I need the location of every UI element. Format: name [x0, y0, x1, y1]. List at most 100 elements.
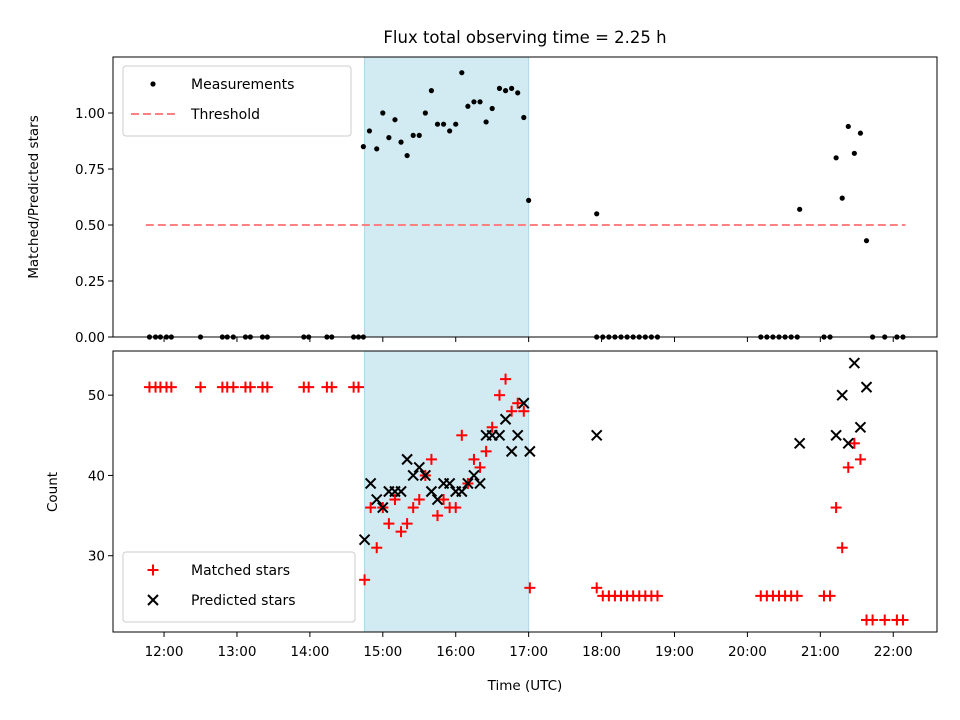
matched-star-point	[854, 453, 866, 465]
matched-star-point	[524, 582, 536, 594]
top-axes-frame	[112, 56, 938, 338]
x-b	[419, 469, 432, 482]
bottom-panel: 30 40 50 12:00 13:00 14:00 15:00 16:00 17:00 18:0…	[88, 350, 938, 660]
matched-star-point	[518, 405, 530, 417]
top-y-tick-label: 0.50	[75, 218, 105, 234]
measurement-point	[845, 123, 851, 130]
measurement-point	[489, 105, 495, 112]
x-b	[395, 485, 407, 498]
x-b	[836, 389, 848, 401]
matched-star-point	[651, 590, 663, 602]
matched-star-point	[456, 429, 468, 441]
predicted-star-point	[830, 429, 842, 442]
matched-star-point	[879, 614, 891, 626]
x-b	[848, 357, 861, 369]
predicted-star-point	[499, 413, 512, 425]
x-b	[364, 477, 377, 490]
matched-star-point	[506, 405, 518, 417]
matched-star-point	[450, 502, 462, 514]
predicted-star-point	[425, 485, 438, 498]
x-b	[854, 421, 867, 433]
matched-star-point	[413, 494, 425, 506]
legend-marker-measurements	[150, 81, 156, 87]
top-y-tick-label: 0.75	[75, 162, 105, 178]
x-axis-label: Time (UTC)	[487, 678, 563, 694]
matched-star-point	[438, 494, 450, 506]
matched-star-point	[474, 461, 486, 473]
predicted-star-point	[468, 469, 480, 482]
predicted-star-point	[524, 445, 536, 458]
measurement-point	[851, 150, 857, 156]
measurement-point	[509, 85, 515, 91]
matched-star-point	[500, 373, 512, 385]
measurement-point	[422, 110, 428, 116]
predicted-star-point	[836, 389, 848, 401]
predicted-star-point	[860, 381, 873, 393]
predicted-star-point	[364, 477, 377, 490]
predicted-star-point	[512, 429, 524, 442]
legend-label: Threshold	[190, 107, 260, 123]
predicted-star-point	[419, 469, 432, 482]
legend-box	[122, 65, 352, 137]
matched-star-point	[326, 381, 338, 393]
matched-star-point	[431, 510, 443, 522]
legend-marker-predicted	[147, 594, 159, 606]
matched-star-point	[867, 614, 879, 626]
x-b	[407, 469, 419, 482]
predicted-star-point	[493, 429, 506, 442]
measurement-point	[465, 103, 471, 109]
x-tick-label: 15:00	[363, 644, 402, 660]
x-b	[371, 493, 383, 506]
x-b	[505, 445, 518, 458]
x-b	[518, 397, 530, 409]
matched-star-point	[493, 389, 505, 401]
measurement-point	[496, 85, 503, 91]
bottom-y-axis-label: Count	[45, 472, 61, 512]
x-b	[830, 429, 842, 442]
predicted-star-point	[505, 445, 518, 458]
x-b	[793, 437, 806, 450]
measurement-point	[440, 121, 447, 127]
predicted-star-point	[401, 453, 413, 466]
measurement-point	[428, 88, 435, 94]
matched-star-point	[261, 381, 273, 393]
predicted-star-point	[456, 485, 468, 498]
x-b	[425, 485, 438, 498]
legend-label: Matched stars	[191, 563, 290, 579]
measurement-point	[833, 155, 839, 161]
predicted-star-point	[377, 501, 389, 514]
predicted-star-point	[371, 493, 383, 506]
top-panel: 0.00 0.25 0.50 0.75 1.00 Measurements Threshol…	[75, 56, 938, 346]
measurement-point	[392, 117, 398, 123]
measurement-point	[404, 152, 410, 159]
x-b	[468, 469, 480, 482]
x-tick-label: 13:00	[218, 644, 257, 660]
predicted-star-point	[793, 437, 806, 450]
matched-star-point	[468, 453, 480, 465]
x-tick-label: 20:00	[728, 644, 767, 660]
predicted-star-point	[431, 493, 444, 506]
predicted-star-point	[395, 485, 407, 498]
matched-star-point	[425, 453, 437, 465]
matched-star-point	[195, 381, 207, 393]
measurement-point	[447, 128, 453, 134]
x-b	[462, 477, 474, 490]
measurement-point	[515, 90, 521, 96]
measurement-point	[386, 135, 392, 141]
matched-star-point	[512, 397, 524, 409]
legend-label: Predicted stars	[191, 593, 296, 609]
measurement-point	[459, 70, 465, 76]
x-b	[524, 445, 536, 458]
x-b	[358, 533, 371, 546]
top-y-axis-label: Matched/Predicted stars	[26, 115, 42, 278]
x-b	[413, 461, 425, 474]
x-b	[401, 453, 413, 466]
top-y-tick-label: 0.00	[75, 330, 105, 346]
measurement-point	[839, 195, 845, 201]
x-tick-label: 17:00	[509, 644, 548, 660]
matched-star-point	[591, 582, 603, 594]
x-b	[443, 477, 456, 490]
predicted-star-point	[474, 477, 486, 490]
matched-star-point	[480, 445, 492, 457]
